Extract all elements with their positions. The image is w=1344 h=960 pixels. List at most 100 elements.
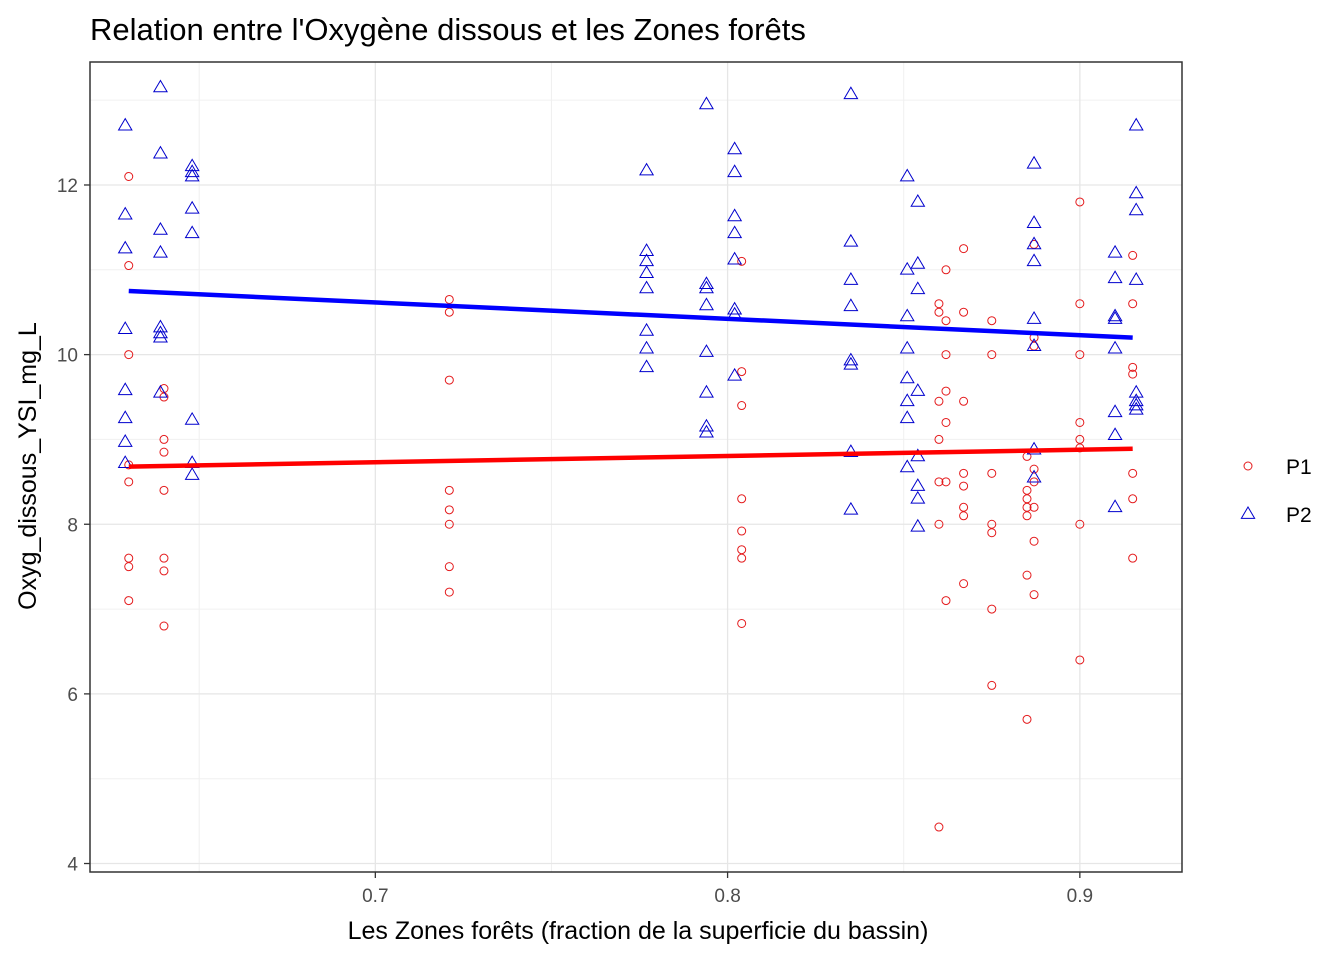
- p1-point: [159, 553, 169, 563]
- p2-point: [698, 280, 714, 294]
- p2-point: [899, 340, 915, 354]
- p1-point: [1029, 590, 1039, 600]
- panel-background: [90, 62, 1182, 872]
- p1-trend-line: [128, 446, 1133, 469]
- p2-point: [698, 418, 714, 432]
- legend-label-p1: P1: [1286, 456, 1312, 479]
- p2-point: [899, 410, 915, 424]
- p1-point: [159, 621, 169, 631]
- p1-point: [124, 261, 134, 271]
- p2-trend-line: [128, 288, 1133, 340]
- p1-point: [1022, 714, 1032, 724]
- p1-point: [987, 316, 997, 326]
- p2-point: [639, 280, 655, 294]
- p2-point: [910, 448, 926, 462]
- p1-point: [737, 526, 747, 536]
- p1-point: [737, 553, 747, 563]
- y-tick-label: 4: [67, 855, 78, 876]
- p1-point: [159, 485, 169, 495]
- legend: P1 P2: [1240, 456, 1312, 527]
- p2-point: [152, 325, 168, 339]
- p1-point: [444, 294, 454, 304]
- p1-point: [941, 596, 951, 606]
- p1-point: [159, 566, 169, 576]
- points-layer: [117, 79, 1144, 832]
- p2-point: [698, 384, 714, 398]
- p2-point: [184, 467, 200, 480]
- p2-point: [1107, 499, 1123, 513]
- p2-point: [910, 193, 926, 207]
- p2-point: [639, 322, 655, 336]
- y-axis-title: Oxyg_dissous_YSI_mg_L: [14, 322, 42, 610]
- p2-point: [843, 233, 859, 247]
- p1-point: [1075, 197, 1085, 207]
- p2-point: [639, 340, 655, 354]
- p1-point: [934, 477, 944, 487]
- p1-point: [1128, 494, 1138, 504]
- p2-point: [899, 393, 915, 407]
- p1-point: [941, 316, 951, 326]
- p1-point: [1029, 502, 1039, 512]
- p1-point: [444, 519, 454, 529]
- p2-point: [1026, 155, 1042, 169]
- p1-point: [124, 562, 134, 572]
- p2-point: [1026, 215, 1042, 228]
- p1-point: [987, 350, 997, 360]
- p1-point: [1128, 299, 1138, 309]
- p1-point: [444, 505, 454, 515]
- legend-label-p2: P2: [1286, 504, 1312, 527]
- p1-point: [1075, 417, 1085, 427]
- p1-point: [959, 511, 969, 521]
- p2-point: [117, 382, 133, 396]
- p1-point: [444, 562, 454, 572]
- p1-point: [124, 596, 134, 606]
- p1-point: [934, 434, 944, 444]
- p1-point: [737, 618, 747, 628]
- trend-layer: [128, 288, 1133, 469]
- p1-point: [959, 579, 969, 589]
- p1-point: [444, 307, 454, 317]
- p1-point: [941, 417, 951, 427]
- p2-point: [1128, 202, 1144, 216]
- p1-point: [959, 307, 969, 317]
- p2-point: [639, 243, 655, 256]
- p2-point: [843, 501, 859, 515]
- p2-point: [698, 96, 714, 110]
- p2-point: [843, 356, 859, 370]
- p1-point: [444, 485, 454, 495]
- p2-point: [152, 145, 168, 159]
- p2-point: [639, 162, 655, 176]
- p1-point: [941, 477, 951, 487]
- p2-point: [117, 433, 133, 447]
- grid-major: [90, 62, 1182, 872]
- p2-point: [117, 117, 133, 131]
- p1-point: [737, 256, 747, 266]
- p2-point: [184, 164, 200, 178]
- p2-point: [1026, 311, 1042, 324]
- p2-point: [727, 208, 743, 222]
- p2-point: [698, 297, 714, 311]
- p1-point: [124, 477, 134, 487]
- p1-point: [941, 265, 951, 275]
- p2-point: [184, 200, 200, 214]
- p2-point: [727, 164, 743, 178]
- p1-point: [124, 350, 134, 360]
- p2-point: [1128, 271, 1144, 285]
- p1-point: [1022, 570, 1032, 580]
- p2-point: [117, 240, 133, 254]
- p2-point: [1026, 469, 1042, 483]
- p1-point: [1128, 369, 1138, 379]
- p1-point: [1128, 468, 1138, 478]
- p2-point: [1107, 404, 1123, 418]
- p1-point: [941, 350, 951, 360]
- p2-point: [152, 244, 168, 258]
- p2-point: [1128, 384, 1144, 398]
- p1-point: [1128, 553, 1138, 563]
- p1-point: [934, 822, 944, 832]
- p2-point: [152, 329, 168, 343]
- p1-point: [987, 528, 997, 538]
- p2-point: [910, 490, 926, 504]
- p2-point: [698, 344, 714, 357]
- p2-point: [1026, 236, 1042, 250]
